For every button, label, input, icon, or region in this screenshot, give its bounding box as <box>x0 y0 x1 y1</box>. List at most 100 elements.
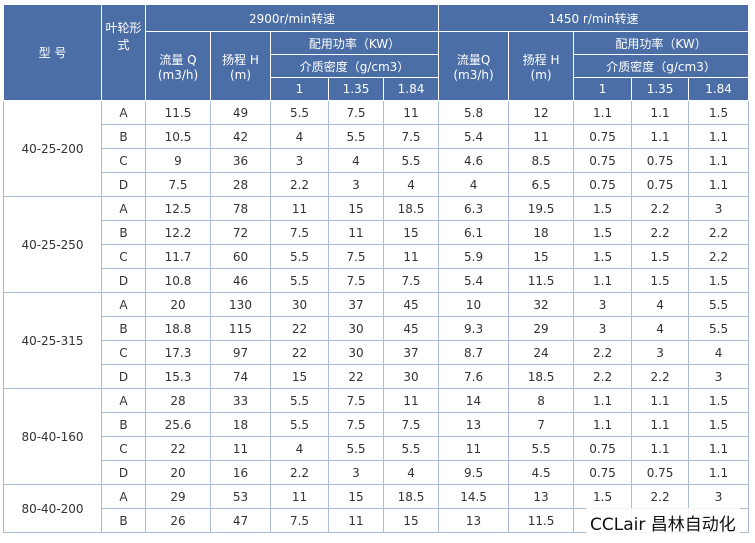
flow-unit: (m3/h) <box>157 67 199 82</box>
value-cell: 36 <box>210 148 271 173</box>
flow-header: 流量Q (m3/h) <box>438 31 510 101</box>
value-cell: 2.2 <box>631 364 690 389</box>
value-cell: 5.5 <box>270 244 329 269</box>
value-cell: 4.6 <box>438 148 510 173</box>
value-cell: 1.5 <box>631 268 690 293</box>
value-cell: 19.5 <box>508 196 575 221</box>
value-cell: 11 <box>270 484 329 509</box>
value-cell: 4 <box>631 316 690 341</box>
value-cell: 11 <box>382 244 440 269</box>
table-row: D 15.3 74 15 22 30 7.6 18.5 2.2 2.2 3 <box>4 364 750 389</box>
value-cell: 2.2 <box>688 220 750 245</box>
value-cell: 3 <box>573 316 633 341</box>
table-row: B 18.8 115 22 30 45 9.3 29 3 4 5.5 <box>4 316 750 341</box>
value-cell: 11 <box>382 388 440 413</box>
value-cell: 1.1 <box>688 124 750 149</box>
value-cell: 0.75 <box>573 148 633 173</box>
value-cell: 6.1 <box>438 220 510 245</box>
value-cell: 4 <box>328 148 384 173</box>
value-cell: 20 <box>145 292 211 317</box>
value-cell: 5.5 <box>270 412 329 437</box>
value-cell: 12 <box>508 100 575 125</box>
value-cell: 7.5 <box>328 268 384 293</box>
value-cell: 13 <box>438 508 510 533</box>
value-cell: 18 <box>508 220 575 245</box>
value-cell: 7.5 <box>328 412 384 437</box>
value-cell: 5.5 <box>328 124 384 149</box>
table-row: 40-25-315 A 20 130 30 37 45 10 32 3 4 5.5 <box>3 292 750 389</box>
model-header: 型 号 <box>3 4 102 101</box>
impeller-cell: A <box>101 292 146 317</box>
value-cell: 5.5 <box>270 388 329 413</box>
value-cell: 0.75 <box>631 172 690 197</box>
value-cell: 42 <box>210 124 271 149</box>
value-cell: 15 <box>270 364 329 389</box>
value-cell: 0.75 <box>631 460 690 485</box>
impeller-cell: B <box>101 316 146 341</box>
value-cell: 20 <box>145 460 211 485</box>
value-cell: 2.2 <box>631 196 690 221</box>
value-cell: 1.1 <box>631 436 690 461</box>
value-cell: 1.1 <box>688 460 750 485</box>
head-header: 扬程 H (m) <box>508 31 575 101</box>
value-cell: 1.1 <box>631 100 690 125</box>
table-row: C 22 11 4 5.5 5.5 11 5.5 0.75 1.1 1.1 <box>4 436 750 461</box>
value-cell: 74 <box>210 364 271 389</box>
impeller-cell: A <box>101 100 146 125</box>
value-cell: 26 <box>145 508 211 533</box>
value-cell: 22 <box>145 436 211 461</box>
value-cell: 47 <box>210 508 271 533</box>
value-cell: 18.5 <box>382 484 440 509</box>
impeller-cell: A <box>101 484 146 509</box>
value-cell: 11 <box>508 124 575 149</box>
value-cell: 1.5 <box>631 244 690 269</box>
table-row: C 9 36 3 4 5.5 4.6 8.5 0.75 0.75 1.1 <box>4 148 750 173</box>
value-cell: 0.75 <box>573 460 633 485</box>
value-cell: 1.1 <box>688 148 750 173</box>
impeller-cell: C <box>101 436 146 461</box>
flow-label: 流量 Q <box>159 52 197 67</box>
value-cell: 3 <box>688 196 750 221</box>
value-cell: 0.75 <box>631 148 690 173</box>
value-cell: 2.2 <box>688 244 750 269</box>
model-cell: 80-40-160 <box>3 388 102 485</box>
value-cell: 30 <box>270 292 329 317</box>
value-cell: 11.7 <box>145 244 211 269</box>
value-cell: 5.5 <box>508 436 575 461</box>
power-header: 配用功率（KW） <box>573 31 750 55</box>
value-cell: 18 <box>210 412 271 437</box>
table-row: 80-40-160 A 28 33 5.5 7.5 11 14 8 1.1 1.1 1.5 <box>3 388 750 485</box>
value-cell: 14 <box>438 388 510 413</box>
value-cell: 97 <box>210 340 271 365</box>
value-cell: 4 <box>688 340 750 365</box>
value-cell: 10 <box>438 292 510 317</box>
model-cell: 40-25-200 <box>3 100 102 197</box>
value-cell: 7.5 <box>328 244 384 269</box>
value-cell: 12.2 <box>145 220 211 245</box>
value-cell: 1.5 <box>573 484 633 509</box>
value-cell: 8.7 <box>438 340 510 365</box>
value-cell: 45 <box>382 316 440 341</box>
head-label: 扬程 H <box>222 52 259 67</box>
density-value: 1.35 <box>631 77 690 101</box>
table-row: C 17.3 97 22 30 37 8.7 24 2.2 3 4 <box>4 340 750 365</box>
value-cell: 22 <box>270 316 329 341</box>
value-cell: 30 <box>328 316 384 341</box>
model-cell: 40-25-250 <box>3 196 102 293</box>
value-cell: 1.5 <box>688 268 750 293</box>
value-cell: 60 <box>210 244 271 269</box>
value-cell: 9.5 <box>438 460 510 485</box>
head-label: 扬程 H <box>522 52 560 67</box>
density-header: 介质密度（g/cm3） <box>269 54 440 78</box>
value-cell: 1.5 <box>573 196 633 221</box>
impeller-cell: A <box>101 388 146 413</box>
impeller-cell: B <box>101 508 146 533</box>
value-cell: 22 <box>270 340 329 365</box>
value-cell: 18.5 <box>508 364 575 389</box>
value-cell: 3 <box>270 148 329 173</box>
value-cell: 37 <box>328 292 384 317</box>
value-cell: 6.3 <box>438 196 510 221</box>
value-cell: 32 <box>508 292 575 317</box>
value-cell: 9 <box>145 148 211 173</box>
impeller-cell: C <box>101 340 146 365</box>
